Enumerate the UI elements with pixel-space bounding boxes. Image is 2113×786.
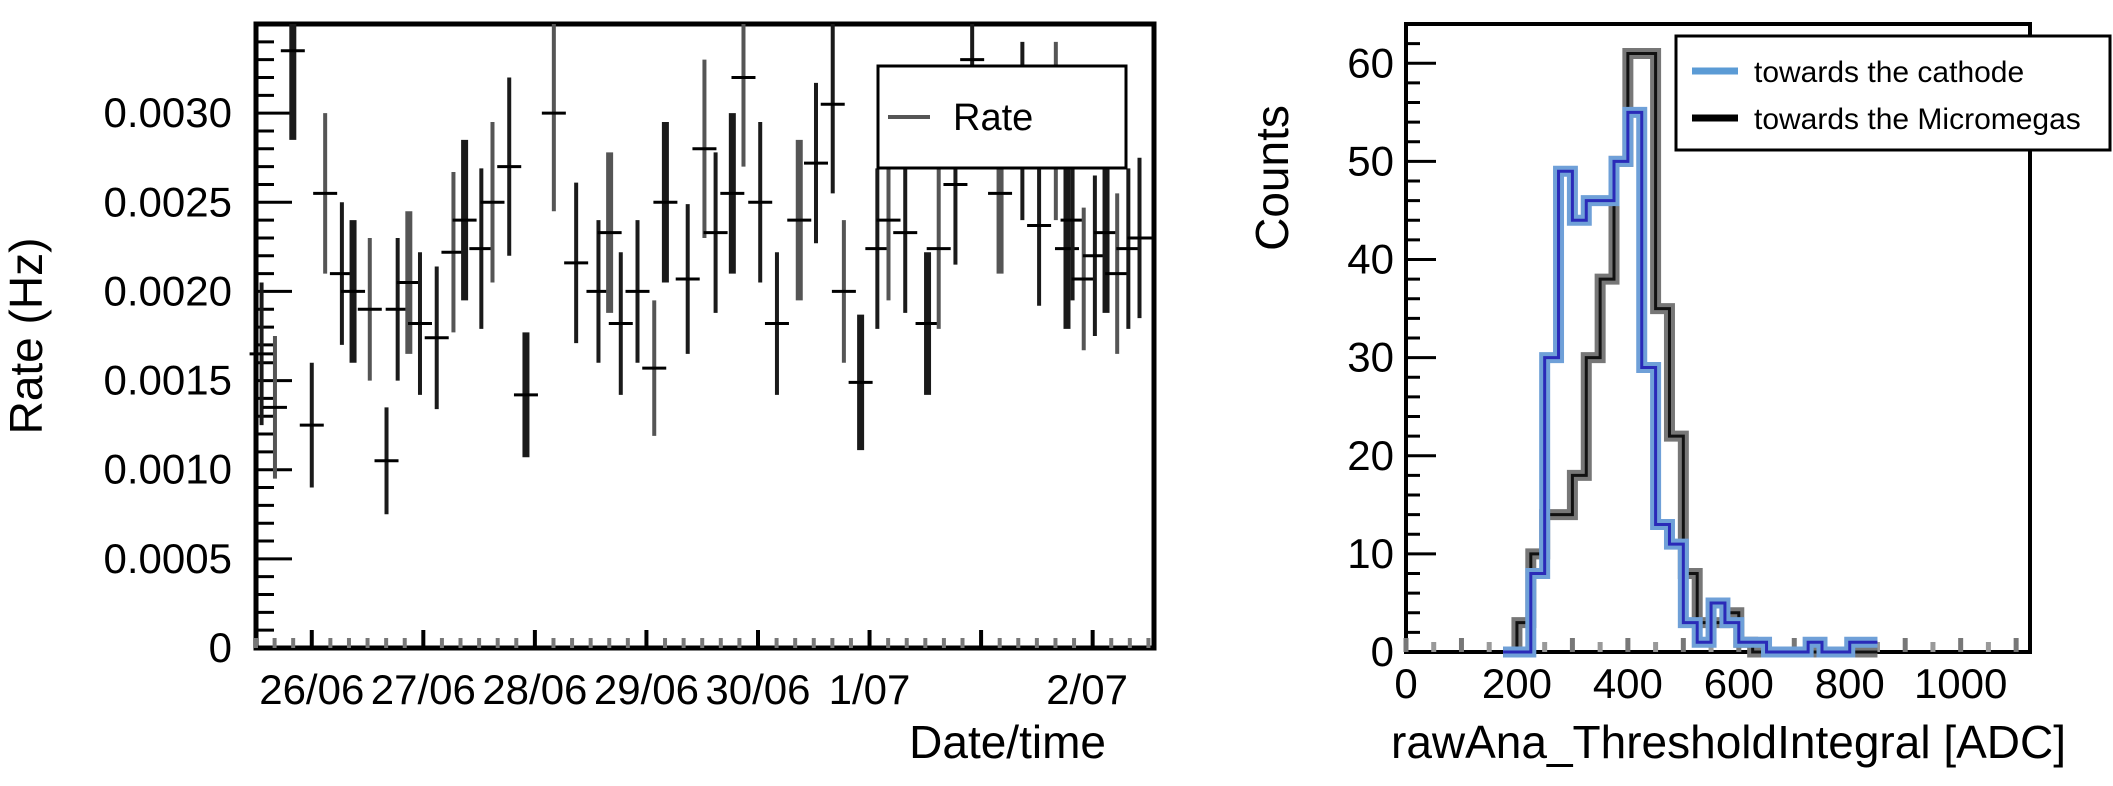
- x-tick-label: 1000: [1914, 660, 2007, 707]
- rate-point: [748, 122, 773, 283]
- rate-point: [865, 168, 890, 329]
- left-x-ticks: 26/06 27/06 28/06 29/06 30/06 1/07 2/07: [254, 630, 1151, 713]
- histogram-cathode: [1503, 106, 1878, 658]
- y-tick-label: 20: [1347, 432, 1394, 479]
- rate-point: [497, 77, 522, 256]
- rate-point: [407, 252, 432, 395]
- rate-point: [313, 113, 338, 274]
- rate-point: [469, 168, 494, 329]
- y-tick-label: 30: [1347, 334, 1394, 381]
- counts-histogram-plot: 0 10 20 30 40 50 60 0 200 400 600 800 1000 towards …: [1246, 22, 2112, 768]
- rate-point: [1105, 193, 1130, 354]
- rate-point: [915, 252, 940, 395]
- right-x-ticks: 0 200 400 600 800 1000: [1394, 638, 2019, 707]
- y-tick-label: 40: [1347, 236, 1394, 283]
- y-tick-label: 0: [1371, 628, 1394, 675]
- rate-point: [803, 82, 828, 244]
- rate-point: [720, 113, 745, 274]
- rate-point: [703, 152, 728, 313]
- rate-point: [262, 336, 287, 479]
- rate-point: [396, 211, 421, 354]
- rate-point: [926, 168, 951, 329]
- x-tick-label: 800: [1815, 660, 1885, 707]
- rate-point: [249, 282, 274, 426]
- rate-point: [764, 252, 789, 395]
- legend-label-cathode: towards the cathode: [1754, 56, 2024, 89]
- y-tick-label: 50: [1347, 137, 1394, 184]
- left-x-axis-title: Date/time: [909, 716, 1106, 768]
- x-tick-label: 600: [1704, 660, 1774, 707]
- rate-point: [564, 182, 589, 344]
- rate-point: [787, 139, 812, 301]
- left-y-ticks: 0 0.0005 0.0010 0.0015 0.0020 0.0025 0.0030: [104, 22, 292, 671]
- right-y-ticks: 0 10 20 30 40 50 60: [1347, 22, 1436, 675]
- rate-point: [625, 220, 650, 363]
- x-tick-label: 200: [1482, 660, 1552, 707]
- rate-point: [374, 407, 399, 515]
- x-tick-label: 0: [1394, 660, 1417, 707]
- rate-point: [608, 252, 633, 395]
- rate-point: [597, 152, 622, 313]
- rate-point: [513, 332, 538, 458]
- y-tick-label: 0.0005: [104, 535, 232, 582]
- rate-point: [1027, 145, 1052, 306]
- x-tick-label: 26/06: [259, 666, 364, 713]
- y-tick-label: 10: [1347, 530, 1394, 577]
- rate-point: [341, 220, 366, 363]
- legend-label-rate: Rate: [953, 97, 1033, 139]
- y-tick-label: 0.0020: [104, 267, 232, 314]
- rate-point: [893, 152, 918, 313]
- left-legend: Rate: [876, 64, 1128, 170]
- y-tick-label: 0.0025: [104, 178, 232, 225]
- left-y-axis-title: Rate (Hz): [0, 238, 52, 435]
- rate-point: [299, 362, 324, 488]
- x-tick-label: 28/06: [482, 666, 587, 713]
- rate-point: [357, 237, 382, 381]
- x-tick-label: 1/07: [829, 666, 911, 713]
- rate-point: [424, 266, 449, 410]
- rate-point: [452, 139, 477, 301]
- rate-point: [1116, 168, 1141, 329]
- y-tick-label: 0.0015: [104, 357, 232, 404]
- y-tick-label: 0.0010: [104, 446, 232, 493]
- x-tick-label: 30/06: [705, 666, 810, 713]
- right-legend: towards the cathode towards the Micromeg…: [1674, 34, 2112, 152]
- rate-point: [731, 24, 756, 167]
- y-tick-label: 0.0030: [104, 89, 232, 136]
- rate-point: [1094, 152, 1119, 313]
- x-tick-label: 2/07: [1046, 666, 1128, 713]
- rate-point: [1054, 168, 1079, 329]
- x-tick-label: 29/06: [594, 666, 699, 713]
- x-tick-label: 27/06: [371, 666, 476, 713]
- rate-point: [280, 24, 305, 140]
- histogram-series: [1503, 47, 1878, 658]
- rate-point: [831, 220, 856, 363]
- rate-point: [653, 122, 678, 283]
- y-tick-label: 60: [1347, 39, 1394, 86]
- rate-point: [675, 204, 700, 354]
- right-x-axis-title: rawAna_ThresholdIntegral [ADC]: [1391, 716, 2066, 768]
- x-tick-label: 400: [1593, 660, 1663, 707]
- rate-point: [642, 300, 667, 436]
- rate-point: [848, 314, 873, 451]
- legend-label-micromegas: towards the Micromegas: [1754, 103, 2081, 136]
- rate-point: [541, 24, 566, 212]
- rate-point: [480, 122, 505, 283]
- right-y-axis-title: Counts: [1246, 105, 1298, 251]
- rate-point: [692, 59, 717, 238]
- histogram-line: [1503, 110, 1878, 654]
- rate-vs-time-plot: 0 0.0005 0.0010 0.0015 0.0020 0.0025 0.0030 26…: [0, 21, 1157, 768]
- rate-point: [1127, 157, 1152, 319]
- rate-point: [820, 24, 845, 194]
- y-tick-label: 0: [209, 624, 232, 671]
- right-legend-box: [1674, 34, 2112, 152]
- rate-point: [1071, 207, 1096, 351]
